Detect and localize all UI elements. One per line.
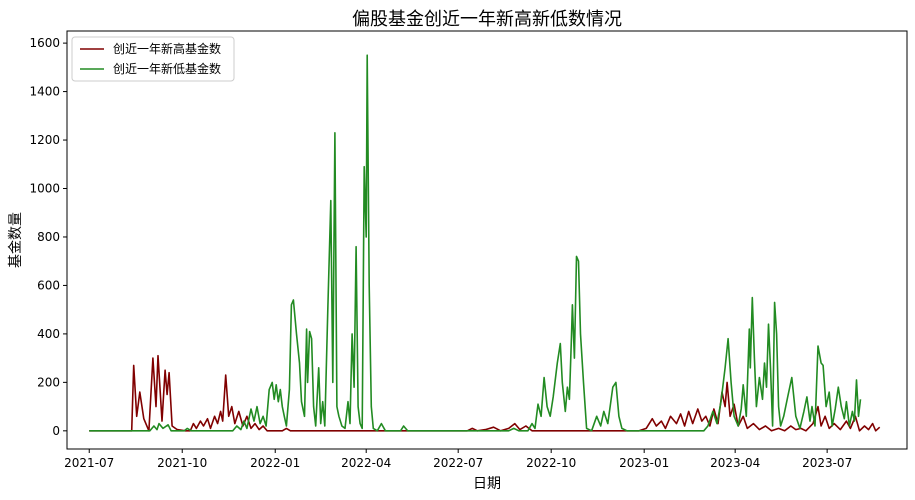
y-axis: 0 200 400 600 800 1000 1200 1400 1600 — [29, 36, 67, 438]
y-tick-label: 200 — [37, 375, 60, 389]
x-tick-label: 2022-10 — [526, 456, 576, 470]
y-tick-label: 1200 — [29, 133, 60, 147]
y-tick-label: 600 — [37, 278, 60, 292]
legend-frame — [71, 36, 235, 82]
x-tick-label: 2021-07 — [64, 456, 114, 470]
x-tick-label: 2023-01 — [619, 456, 669, 470]
y-tick-label: 800 — [37, 230, 60, 244]
y-axis-label: 基金数量 — [7, 212, 24, 268]
x-tick-label: 2022-01 — [250, 456, 300, 470]
y-tick-label: 0 — [52, 424, 60, 438]
legend-label-new-high: 创近一年新高基金数 — [113, 41, 221, 56]
y-tick-label: 1400 — [29, 85, 60, 99]
x-tick-label: 2022-04 — [341, 456, 391, 470]
y-tick-label: 1600 — [29, 36, 60, 50]
x-tick-label: 2023-07 — [802, 456, 852, 470]
series-layer — [89, 54, 881, 432]
plot-frame — [66, 30, 908, 450]
x-tick-label: 2023-04 — [710, 456, 760, 470]
chart-title: 偏股基金创近一年新高新低数情况 — [352, 9, 622, 30]
y-tick-label: 400 — [37, 327, 60, 341]
x-axis: 2021-07 2021-10 2022-01 2022-04 2022-07 2022-… — [64, 449, 852, 470]
x-axis-label: 日期 — [473, 476, 501, 492]
x-tick-label: 2022-07 — [433, 456, 483, 470]
legend-label-new-low: 创近一年新低基金数 — [113, 61, 221, 76]
series-new-low-line — [89, 54, 862, 432]
y-tick-label: 1000 — [29, 182, 60, 196]
x-tick-label: 2021-10 — [157, 456, 207, 470]
legend: 创近一年新高基金数 创近一年新低基金数 — [71, 36, 235, 82]
